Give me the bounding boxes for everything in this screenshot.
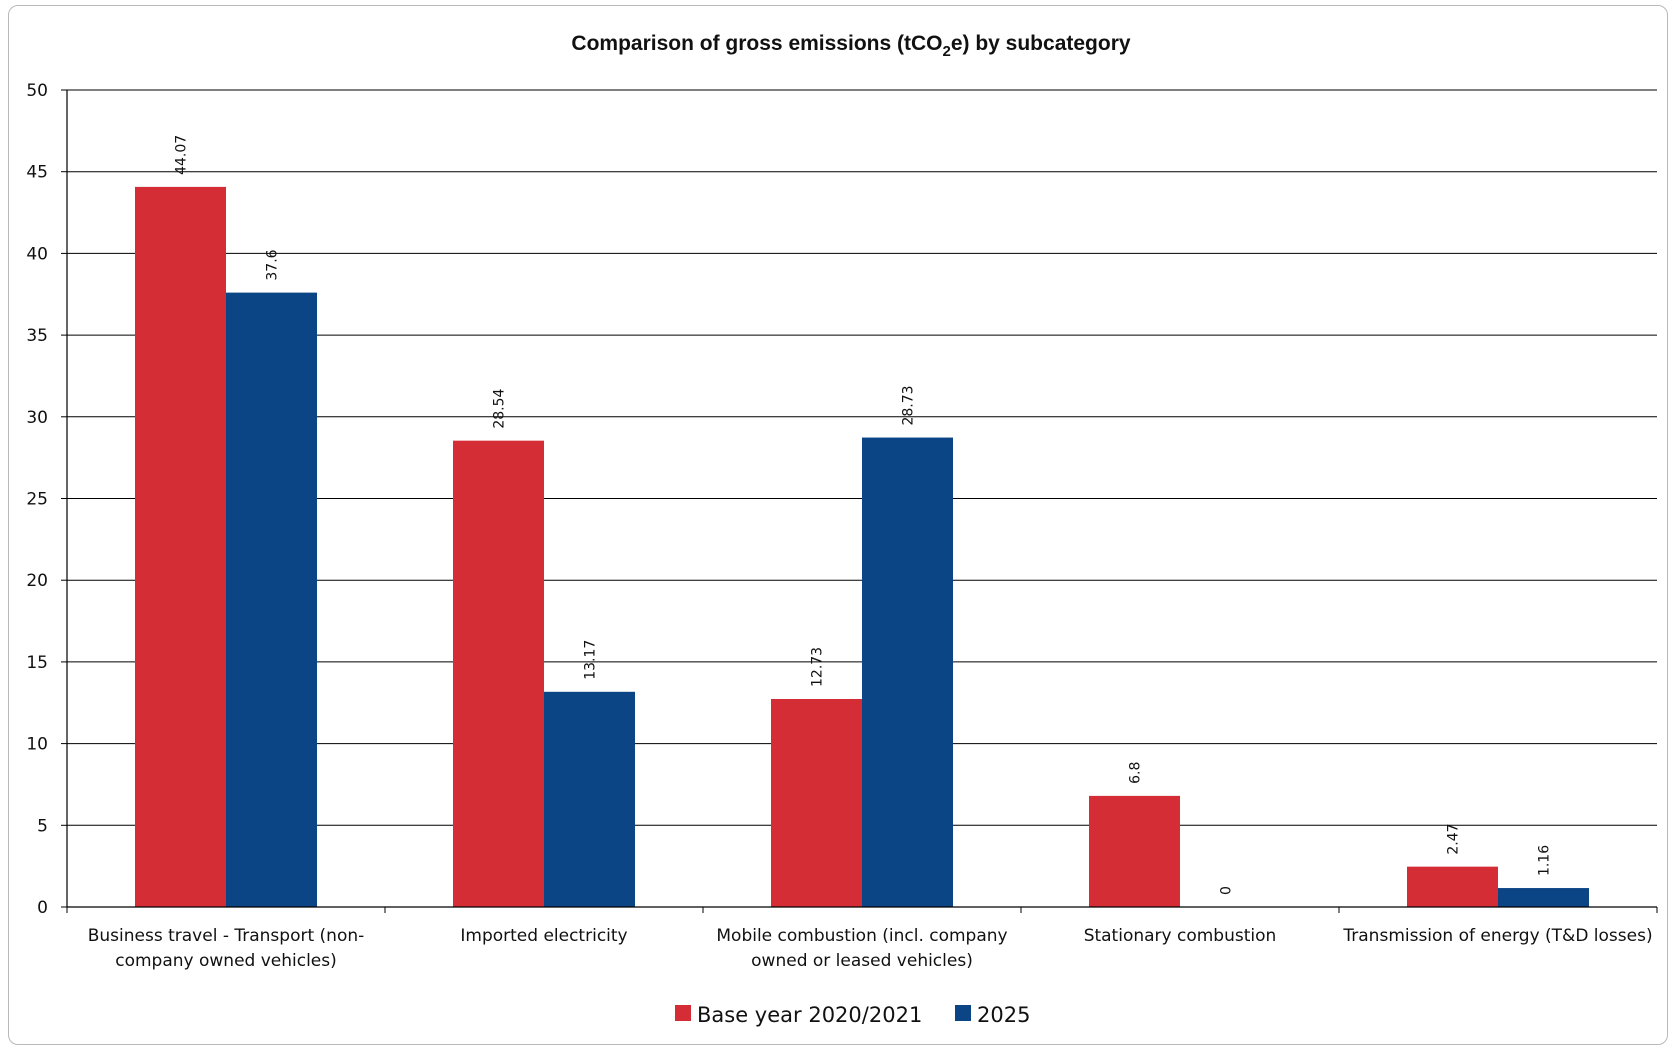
data-label: 6.8 (1128, 762, 1144, 784)
data-label: 13.17 (583, 640, 599, 680)
data-label: 44.07 (174, 135, 190, 175)
data-labels: 44.07 37.6 28.54 13.17 12.73 28.73 6.8 0 2.47 1.1… (174, 135, 1553, 895)
axes: 0 5 10 15 20 25 30 35 40 45 50 Business travel - Tr… (26, 81, 1658, 971)
bar (862, 437, 953, 907)
data-label: 0 (1219, 886, 1235, 895)
legend-swatch (955, 1005, 971, 1021)
bar (771, 698, 862, 907)
y-tick-label: 40 (26, 244, 48, 264)
chart-title-subscript: 2 (942, 43, 950, 60)
bar (544, 691, 635, 907)
y-tick-label: 30 (26, 408, 48, 428)
chart-title-end: e) by subcategory (951, 32, 1131, 55)
data-label: 28.73 (901, 385, 917, 425)
bar (1407, 866, 1498, 907)
chart-title-main: Comparison of gross emissions (tCO (571, 32, 942, 55)
data-label: 28.54 (492, 388, 508, 428)
x-tick-label: Transmission of energy (T&D losses) (1342, 926, 1652, 946)
legend-swatch (675, 1005, 691, 1021)
legend: Base year 2020/2021 2025 (675, 1003, 1030, 1027)
bar (453, 440, 544, 907)
bar (1498, 888, 1589, 907)
data-label: 12.73 (810, 647, 826, 687)
y-tick-label: 45 (26, 163, 48, 183)
x-tick-label: Stationary combustion (1084, 926, 1277, 946)
bar (135, 186, 226, 908)
y-tick-label: 20 (26, 571, 48, 591)
x-tick-label: Imported electricity (460, 926, 627, 946)
x-tick-label: Business travel - Transport (non-company… (88, 926, 365, 971)
y-tick-label: 5 (37, 816, 48, 836)
y-tick-label: 10 (26, 735, 48, 755)
data-label: 2.47 (1446, 823, 1462, 854)
x-tick-label: Mobile combustion (incl. company owned or… (716, 926, 1007, 971)
y-tick-label: 50 (26, 81, 48, 101)
bars (135, 186, 1589, 908)
data-label: 37.6 (265, 249, 281, 280)
chart-title: Comparison of gross emissions (tCO2e) by… (571, 32, 1130, 60)
y-tick-label: 25 (26, 490, 48, 510)
legend-label: Base year 2020/2021 (697, 1003, 922, 1027)
legend-label: 2025 (977, 1003, 1030, 1027)
data-label: 1.16 (1537, 845, 1553, 876)
y-tick-label: 15 (26, 653, 48, 673)
gridlines (67, 89, 1657, 826)
y-tick-label: 35 (26, 326, 48, 346)
bar (226, 292, 317, 908)
y-tick-label: 0 (37, 898, 48, 918)
bar (1089, 795, 1180, 907)
